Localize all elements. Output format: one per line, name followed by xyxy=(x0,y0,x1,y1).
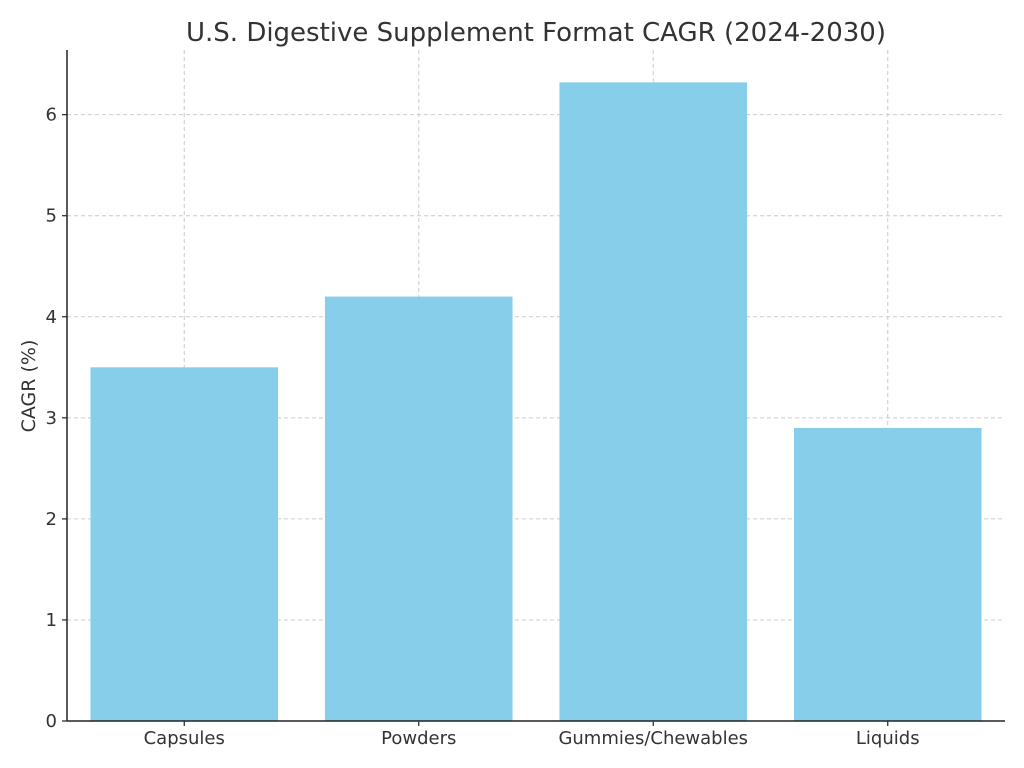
x-tick-label: Powders xyxy=(381,728,456,749)
x-tick-label: Capsules xyxy=(144,728,225,749)
y-axis-label: CAGR (%) xyxy=(18,340,40,433)
tick-labels-layer: 0 1 2 3 4 5 6 Capsules Powders Gummies/Chewables L… xyxy=(46,105,920,749)
y-tick-label: 4 xyxy=(46,307,57,328)
x-tick-label: Liquids xyxy=(856,728,920,749)
y-tick-label: 2 xyxy=(46,509,57,530)
y-tick-label: 6 xyxy=(46,105,57,126)
bar-capsules xyxy=(90,367,279,721)
bars-layer xyxy=(90,82,982,722)
y-tick-label: 5 xyxy=(46,206,57,227)
x-tick-label: Gummies/Chewables xyxy=(558,728,748,749)
bar-powders xyxy=(324,296,513,721)
chart-title: U.S. Digestive Supplement Format CAGR (2… xyxy=(186,18,886,48)
bar-liquids xyxy=(793,427,982,721)
y-tick-label: 1 xyxy=(46,610,57,631)
y-tick-label: 0 xyxy=(46,711,57,732)
y-tick-label: 3 xyxy=(46,408,57,429)
axes-layer xyxy=(62,50,1005,726)
bar-gummies-chewables xyxy=(559,82,748,722)
